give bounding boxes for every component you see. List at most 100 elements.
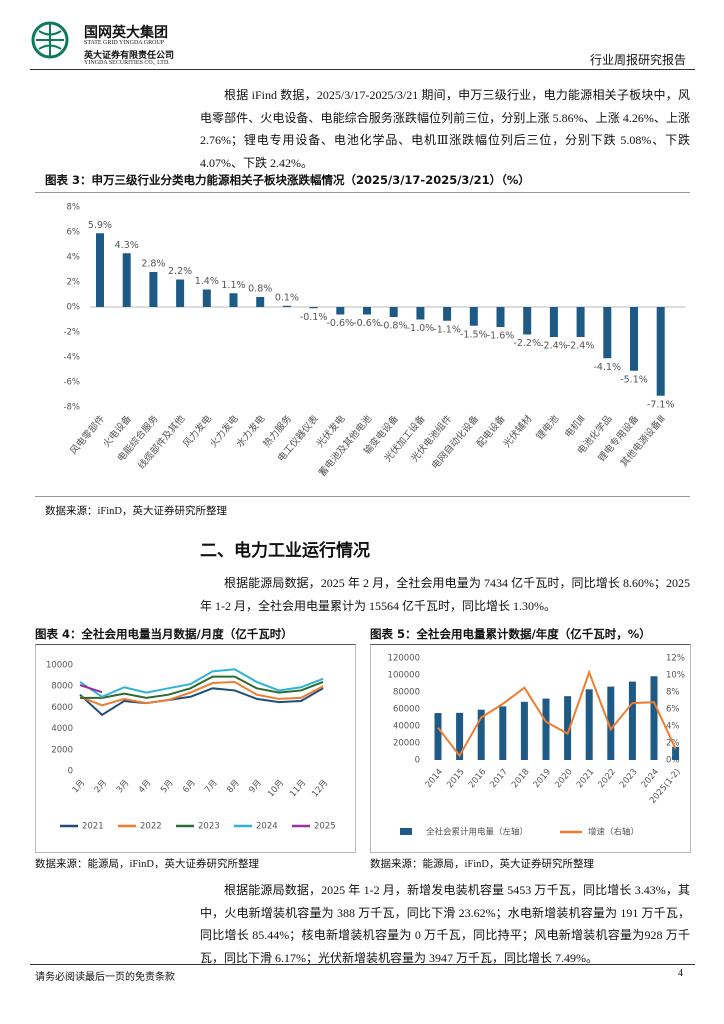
y-tick-label: 6000	[51, 703, 73, 713]
x-tick-label: 线缆部件及其他	[135, 412, 187, 471]
y-tick-label: 8000	[51, 682, 73, 692]
data-label: -1.0%	[407, 323, 435, 334]
paragraph: 根据能源局数据，2025 年 2 月，全社会用电量为 7434 亿千瓦时，同比增…	[200, 576, 690, 613]
bar	[469, 307, 478, 326]
chart: -8%-6%-4%-2%0%2%4%6%8%5.9%风电零部件4.3%火电设备2…	[63, 203, 685, 479]
x-tick-label: 2016	[467, 767, 489, 790]
bar	[499, 706, 507, 760]
footer-rule	[30, 964, 695, 965]
x-tick-label: 2020	[553, 767, 575, 790]
y-tick-label: -4%	[63, 353, 80, 363]
legend-label: 2022	[140, 822, 162, 832]
source-note: 数据来源：能源局，iFinD，英大证券研究所整理	[370, 859, 595, 870]
y-tick-label: 0	[68, 767, 73, 777]
y2-tick-label: 0%	[666, 756, 680, 766]
x-tick-label: 4月	[137, 778, 154, 795]
y-tick-label: 2%	[67, 278, 81, 288]
y-tick-label: 80000	[393, 688, 420, 698]
y2-tick-label: 4%	[666, 722, 680, 732]
bar	[585, 689, 593, 760]
x-tick-label: 光伏辅材	[501, 412, 535, 449]
y-tick-label: 6%	[67, 228, 81, 238]
bar	[282, 305, 291, 307]
data-label: -1.1%	[433, 324, 461, 335]
chart-title: 图表 4：全社会用电量当月数据/月度（亿千瓦时）	[35, 627, 293, 641]
chart-title: 图表 3：申万三级行业分类电力能源相关子板块涨跌幅情况（2025/3/17-20…	[45, 173, 530, 187]
header-rule	[30, 69, 695, 70]
y-tick-label: 40000	[393, 722, 420, 732]
y-tick-label: 20000	[393, 739, 420, 749]
y2-tick-label: 10%	[666, 671, 685, 681]
bar	[656, 307, 665, 396]
group-name-en: STATE GRID YINGDA GROUP	[84, 40, 165, 46]
x-tick-label: 7月	[203, 778, 220, 795]
x-tick-label: 9月	[247, 778, 264, 795]
y-tick-label: 0	[415, 756, 420, 766]
bar	[256, 297, 265, 307]
bar	[496, 307, 505, 327]
report-type: 行业周报研究报告	[590, 53, 687, 67]
x-tick-label: 2019	[532, 767, 554, 790]
y2-tick-label: 12%	[666, 654, 685, 664]
x-tick-label: 2月	[93, 778, 110, 795]
x-tick-label: 1月	[71, 778, 88, 795]
y-tick-label: 10000	[46, 661, 73, 671]
y-tick-label: 2000	[51, 745, 73, 755]
chart: 0 2000 4000 6000 8000 10000 1月 2月 3月 4月 5月 6月 7月 8月 9月…	[46, 661, 336, 832]
line-series	[80, 675, 324, 699]
y-tick-label: 4000	[51, 724, 73, 734]
data-label: 2.2%	[168, 266, 192, 277]
bar	[202, 289, 211, 307]
legend-label: 全社会累计用电量（左轴）	[426, 827, 528, 838]
x-tick-label: 2022	[596, 767, 618, 790]
chart: 0200004000060000800001000001200000%2%4%6…	[388, 654, 685, 838]
bar	[520, 701, 528, 760]
bar	[309, 307, 318, 309]
bar	[176, 279, 185, 307]
bar	[628, 681, 636, 760]
data-label: -7.1%	[647, 399, 675, 410]
disclaimer: 请务必阅读最后一页的免责条款	[35, 972, 175, 983]
bar	[229, 293, 238, 307]
bar	[564, 696, 572, 760]
company-name: 英大证券有限责任公司	[84, 51, 175, 61]
y-tick-label: -2%	[63, 328, 80, 338]
x-tick-label: 8月	[225, 778, 242, 795]
paragraph: 根据 iFind 数据，2025/3/17-2025/3/21 期间，申万三级行…	[200, 88, 690, 170]
bar	[456, 712, 464, 760]
y-tick-label: 120000	[388, 654, 420, 664]
data-label: 4.3%	[115, 240, 139, 251]
x-tick-label: 2021	[575, 767, 597, 790]
data-label: -0.8%	[380, 321, 408, 332]
x-tick-label: 11月	[288, 778, 308, 799]
data-label: -1.6%	[487, 331, 515, 342]
bar	[607, 686, 615, 760]
x-tick-label: 锂电池	[534, 412, 562, 442]
x-tick-label: 2018	[510, 767, 532, 790]
bar	[443, 307, 452, 321]
data-label: 1.4%	[195, 276, 219, 287]
y-tick-label: -6%	[63, 378, 80, 388]
bar	[603, 307, 612, 359]
line-series	[79, 668, 324, 698]
x-tick-label: 12月	[310, 778, 330, 799]
bar	[630, 307, 638, 371]
x-tick-label: 电网自动化设备	[429, 412, 481, 471]
line-series	[437, 669, 677, 758]
data-label: -4.1%	[594, 362, 622, 373]
y-tick-label: 8%	[67, 203, 81, 213]
bar	[363, 307, 371, 315]
bar	[434, 713, 442, 760]
x-tick-label: 2015	[445, 767, 467, 790]
legend-label: 2024	[256, 822, 278, 832]
chart-frame	[35, 192, 690, 497]
data-label: -0.1%	[300, 312, 328, 323]
legend-swatch	[400, 828, 412, 835]
y2-tick-label: 6%	[666, 705, 680, 715]
y2-tick-label: 8%	[666, 688, 680, 698]
data-label: -1.5%	[460, 329, 488, 340]
bar	[336, 307, 345, 315]
company-name-en: YINGDA SECURITIES CO., LTD.	[84, 60, 170, 66]
chart-title: 图表 5：全社会用电量累计数据/年度（亿千瓦时，%）	[370, 627, 651, 641]
